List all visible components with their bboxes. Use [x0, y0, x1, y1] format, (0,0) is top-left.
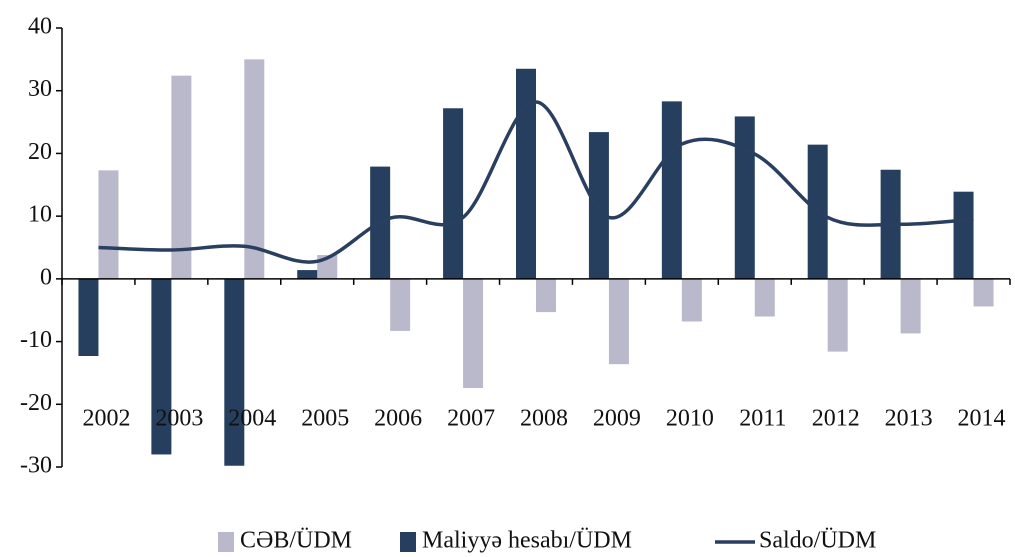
- x-tick-label: 2007: [447, 406, 495, 432]
- bar: [536, 278, 556, 313]
- x-tick-label: 2006: [374, 406, 422, 432]
- x-tick-label: 2009: [593, 406, 641, 432]
- legend-swatch: [218, 532, 234, 552]
- bar: [463, 278, 484, 388]
- bar: [681, 278, 702, 322]
- y-tick-label: 0: [40, 264, 52, 290]
- y-tick-label: 40: [28, 14, 52, 40]
- bar: [224, 278, 245, 466]
- bar: [78, 278, 99, 356]
- bar: [588, 132, 609, 279]
- legend-label: CƏB/ÜDM: [240, 528, 352, 554]
- bar: [244, 59, 265, 279]
- x-tick-label: 2002: [82, 406, 130, 432]
- bar: [608, 278, 629, 365]
- bar: [900, 278, 921, 334]
- bar: [171, 75, 192, 279]
- line: [98, 100, 974, 264]
- y-tick-label: -20: [20, 390, 52, 416]
- bar: [973, 278, 994, 307]
- bar: [754, 278, 775, 317]
- legend-label: Maliyyə hesabı/ÜDM: [422, 528, 632, 554]
- bar: [661, 101, 682, 279]
- legend-label: Saldo/ÜDM: [759, 528, 876, 554]
- bar: [516, 68, 536, 279]
- bar: [98, 170, 119, 279]
- x-tick-label: 2004: [228, 406, 276, 432]
- legend-swatch: [400, 532, 416, 552]
- bar: [390, 278, 411, 331]
- y-tick-label: -30: [20, 453, 52, 479]
- bar: [297, 270, 318, 279]
- bar: [151, 278, 172, 455]
- x-tick-label: 2010: [666, 406, 714, 432]
- bar: [734, 116, 755, 279]
- legend: CƏB/ÜDM Maliyyə hesabı/ÜDM Saldo/ÜDM: [218, 528, 876, 554]
- y-tick-label: 30: [28, 76, 52, 102]
- x-tick-label: 2012: [812, 406, 860, 432]
- x-tick-label: 2013: [885, 406, 933, 432]
- x-tick-label: 2014: [958, 406, 1006, 432]
- bar: [443, 108, 464, 279]
- bar: [827, 278, 848, 352]
- y-tick-label: 10: [28, 202, 52, 228]
- x-tick-label: 2005: [301, 406, 349, 432]
- y-tick-label: 20: [28, 139, 52, 165]
- x-tick-label: 2003: [155, 406, 203, 432]
- bar: [953, 191, 974, 279]
- x-tick-label: 2011: [739, 406, 786, 432]
- x-tick-label: 2008: [520, 406, 568, 432]
- y-tick-label: -10: [20, 327, 52, 353]
